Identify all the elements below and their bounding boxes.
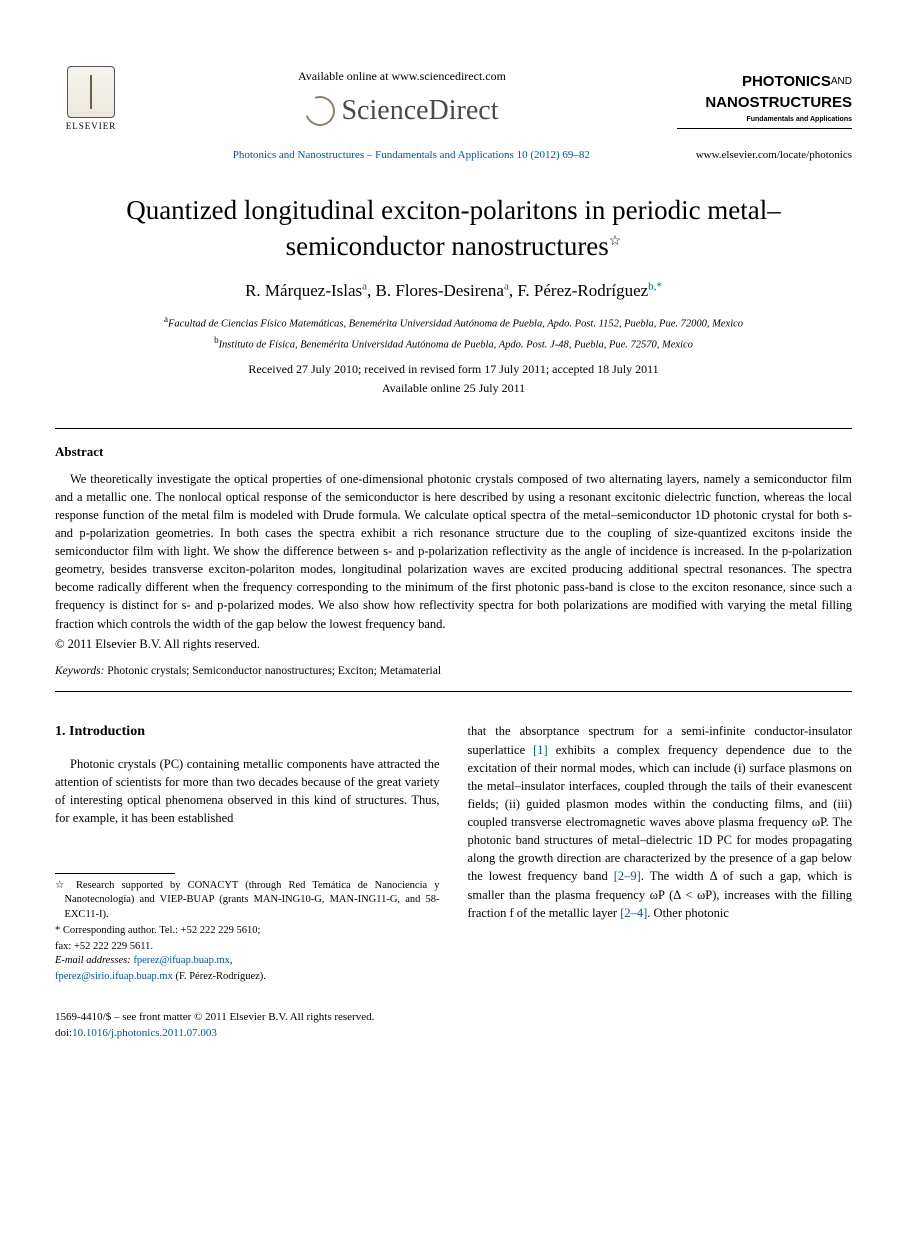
sciencedirect-block: Available online at www.sciencedirect.co… <box>127 68 677 133</box>
keywords-line: Keywords: Photonic crystals; Semiconduct… <box>55 663 852 680</box>
elsevier-tree-icon <box>67 66 115 118</box>
col2-text-4: . Other photonic <box>647 906 729 920</box>
footnote-email-line2: fperez@sirio.ifuap.buap.mx (F. Pérez-Rod… <box>55 970 440 984</box>
footnote-rule <box>55 873 175 874</box>
footnote-author-name: (F. Pérez-Rodríguez). <box>173 971 266 982</box>
footnote-email: E-mail addresses: fperez@ifuap.buap.mx, <box>55 954 440 968</box>
keywords-label: Keywords: <box>55 665 104 677</box>
affiliation-b: bInstituto de Física, Benemérita Univers… <box>55 334 852 353</box>
abstract-heading: Abstract <box>55 443 852 462</box>
available-online-text: Available online at www.sciencedirect.co… <box>127 68 677 85</box>
dates-line: Received 27 July 2010; received in revis… <box>55 361 852 378</box>
sciencedirect-logo: ScienceDirect <box>305 91 498 132</box>
bottom-meta: 1569-4410/$ – see front matter © 2011 El… <box>55 1010 852 1042</box>
email-link-2[interactable]: fperez@sirio.ifuap.buap.mx <box>55 971 173 982</box>
affiliation-a: aFacultad de Ciencias Físico Matemáticas… <box>55 313 852 332</box>
elsevier-logo: ELSEVIER <box>55 60 127 140</box>
available-online-date: Available online 25 July 2011 <box>55 380 852 397</box>
doi-label: doi: <box>55 1027 72 1039</box>
journal-logo-line2: NANOSTRUCTURES <box>677 92 852 114</box>
doi-link[interactable]: 10.1016/j.photonics.2011.07.003 <box>72 1027 217 1039</box>
locate-link[interactable]: www.elsevier.com/locate/photonics <box>696 148 852 164</box>
keywords-text: Photonic crystals; Semiconductor nanostr… <box>104 665 441 677</box>
title-star-icon: ☆ <box>609 234 622 249</box>
footnote-funding: ☆ Research supported by CONACYT (through… <box>55 879 440 922</box>
article-title: Quantized longitudinal exciton-polariton… <box>55 192 852 265</box>
journal-logo: PHOTONICSAND NANOSTRUCTURES Fundamentals… <box>677 71 852 130</box>
citation-row: Photonics and Nanostructures – Fundament… <box>55 148 852 164</box>
intro-para-right: that the absorptance spectrum for a semi… <box>468 722 853 921</box>
footnote-funding-text: Research supported by CONACYT (through R… <box>64 880 439 919</box>
column-left: 1. Introduction Photonic crystals (PC) c… <box>55 722 440 984</box>
body-two-column: 1. Introduction Photonic crystals (PC) c… <box>55 722 852 984</box>
footnote-fax: fax: +52 222 229 5611. <box>55 940 440 954</box>
footnote-corresponding: * Corresponding author. Tel.: +52 222 22… <box>55 924 440 938</box>
abstract-top-rule <box>55 428 852 429</box>
author-2: B. Flores-Desirena <box>376 281 504 300</box>
affil-a-text: Facultad de Ciencias Físico Matemáticas,… <box>168 319 743 330</box>
abstract-text: We theoretically investigate the optical… <box>55 470 852 633</box>
sciencedirect-text: ScienceDirect <box>341 91 498 132</box>
abstract-paragraph: We theoretically investigate the optical… <box>55 470 852 633</box>
author-1: R. Márquez-Islas <box>245 281 362 300</box>
footnote-star-icon: ☆ <box>55 880 69 891</box>
footnote-corresp-text: * Corresponding author. Tel.: +52 222 22… <box>55 925 260 936</box>
ref-link-1[interactable]: [1] <box>533 743 548 757</box>
author-2-affil-sup[interactable]: a <box>504 280 509 292</box>
title-text: Quantized longitudinal exciton-polariton… <box>126 195 781 261</box>
footnotes-block: ☆ Research supported by CONACYT (through… <box>55 879 440 984</box>
ref-link-2-4[interactable]: [2–4] <box>620 906 647 920</box>
intro-para-left: Photonic crystals (PC) containing metall… <box>55 755 440 828</box>
citation-link[interactable]: Photonics and Nanostructures – Fundament… <box>127 148 696 164</box>
elsevier-text: ELSEVIER <box>66 120 117 133</box>
email-link-1[interactable]: fperez@ifuap.buap.mx <box>133 955 230 966</box>
ref-link-2-9[interactable]: [2–9] <box>614 869 641 883</box>
sciencedirect-swoosh-icon <box>301 91 341 131</box>
abstract-bottom-rule <box>55 691 852 692</box>
journal-word-photonics: PHOTONICS <box>742 73 831 90</box>
author-3-affil-sup[interactable]: b,* <box>648 280 662 292</box>
journal-word-and: AND <box>831 75 852 86</box>
affil-b-text: Instituto de Física, Benemérita Universi… <box>219 340 693 351</box>
email-comma: , <box>230 955 233 966</box>
issn-line: 1569-4410/$ – see front matter © 2011 El… <box>55 1010 852 1026</box>
doi-line: doi:10.1016/j.photonics.2011.07.003 <box>55 1026 852 1042</box>
journal-logo-sub: Fundamentals and Applications <box>677 115 852 125</box>
abstract-copyright: © 2011 Elsevier B.V. All rights reserved… <box>55 635 852 653</box>
col2-text-2: exhibits a complex frequency dependence … <box>468 743 853 884</box>
footnote-email-label: E-mail addresses: <box>55 955 131 966</box>
author-1-affil-sup[interactable]: a <box>362 280 367 292</box>
journal-logo-line1: PHOTONICSAND <box>677 71 852 93</box>
header-row: ELSEVIER Available online at www.science… <box>55 60 852 140</box>
section-1-heading: 1. Introduction <box>55 722 440 742</box>
column-right: that the absorptance spectrum for a semi… <box>468 722 853 984</box>
author-3: F. Pérez-Rodríguez <box>517 281 648 300</box>
authors-line: R. Márquez-Islasa, B. Flores-Desirenaa, … <box>55 279 852 304</box>
